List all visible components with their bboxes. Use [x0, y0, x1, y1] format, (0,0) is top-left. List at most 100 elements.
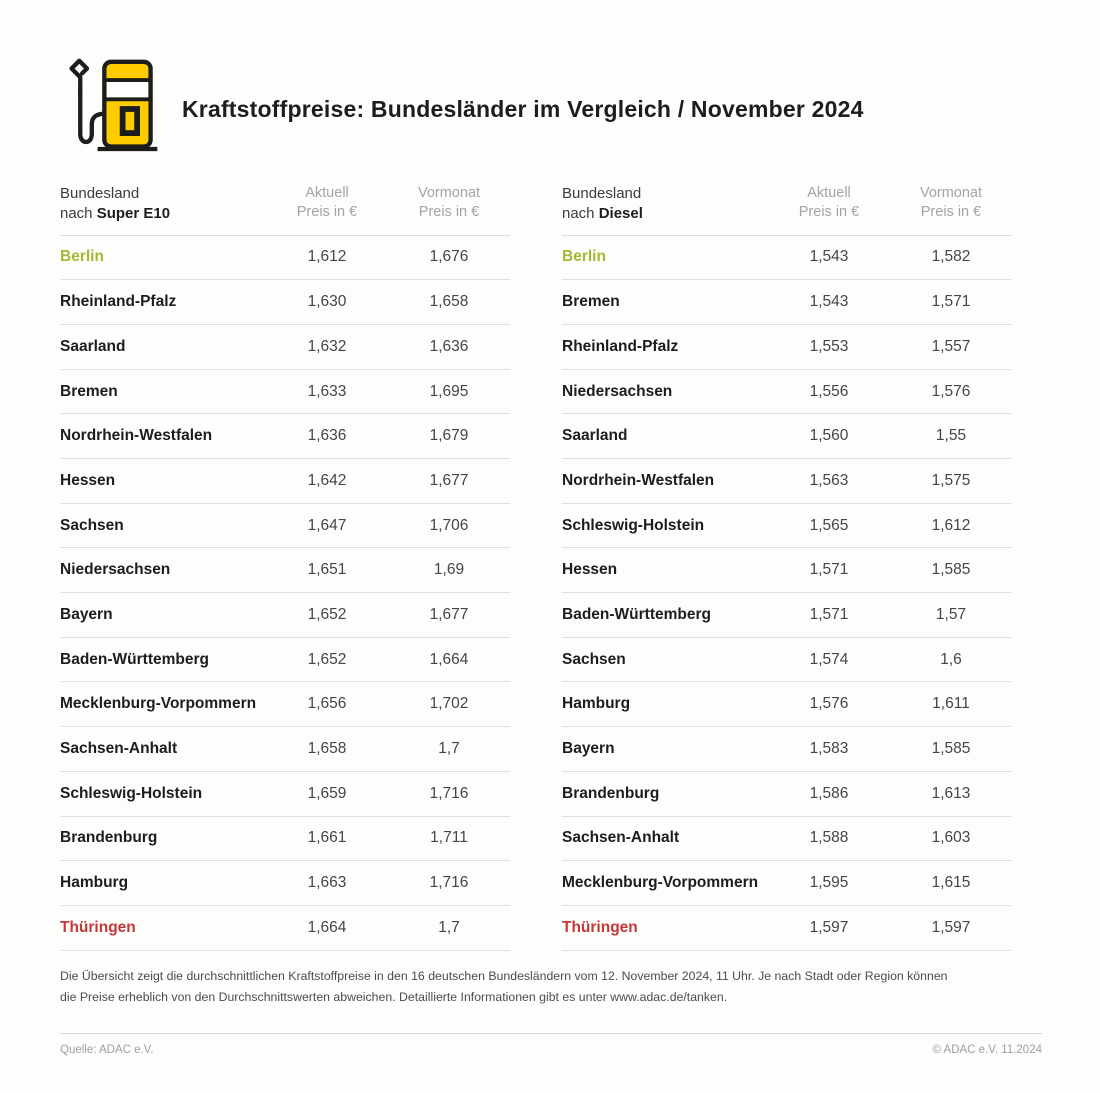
- state-name: Rheinland-Pfalz: [60, 293, 177, 311]
- state-name: Sachsen: [60, 516, 124, 534]
- state-name: Mecklenburg-Vorpommern: [60, 695, 257, 713]
- table-row: Hamburg 1,576 1,611: [562, 682, 1012, 728]
- state-name: Berlin: [562, 248, 606, 266]
- footnote-text: Die Übersicht zeigt die durchschnittlich…: [60, 968, 948, 1004]
- table-row: Niedersachsen 1,556 1,576: [562, 370, 1012, 415]
- state-name: Hessen: [60, 471, 116, 489]
- state-name: Hamburg: [60, 874, 129, 892]
- table-row: Bremen 1,543 1,571: [562, 280, 1012, 325]
- price-current: 1,647: [307, 516, 347, 534]
- price-previous: 1,636: [429, 337, 469, 355]
- price-previous: 1,55: [935, 427, 967, 445]
- price-current: 1,556: [809, 382, 849, 400]
- price-current: 1,560: [809, 427, 849, 445]
- fuel-type-label: Super E10: [96, 204, 171, 222]
- fuel-type-label: Diesel: [598, 204, 643, 222]
- price-previous: 1,664: [429, 650, 469, 668]
- price-current: 1,636: [307, 427, 347, 445]
- state-name: Thüringen: [60, 918, 136, 936]
- price-previous: 1,603: [931, 829, 971, 847]
- table-row: Nordrhein-Westfalen 1,563 1,575: [562, 459, 1012, 504]
- state-name: Bremen: [60, 382, 118, 400]
- state-name: Baden-Württemberg: [562, 605, 711, 623]
- price-current: 1,652: [307, 605, 347, 623]
- table-row: Schleswig-Holstein 1,659 1,716: [60, 772, 510, 817]
- price-current: 1,664: [307, 918, 347, 936]
- price-previous: 1,613: [931, 784, 971, 802]
- price-previous: 1,716: [429, 784, 469, 802]
- state-name: Sachsen-Anhalt: [60, 740, 178, 757]
- table-row: Hessen 1,642 1,677: [60, 459, 510, 504]
- price-current: 1,632: [307, 337, 347, 355]
- state-name: Bayern: [562, 740, 615, 757]
- price-previous: 1,679: [429, 427, 469, 445]
- price-previous: 1,711: [430, 829, 468, 847]
- table-row: Saarland 1,560 1,55: [562, 414, 1012, 460]
- price-previous: 1,695: [429, 382, 469, 400]
- table-row: Baden-Württemberg 1,571 1,57: [562, 593, 1012, 638]
- price-previous: 1,582: [931, 248, 971, 266]
- column-header-vormonat: Vormonat Preis in €: [417, 185, 481, 221]
- table-row: Bremen 1,633 1,695: [60, 370, 510, 415]
- price-current: 1,588: [809, 829, 849, 847]
- price-previous: 1,716: [429, 874, 469, 892]
- table-row: Niedersachsen 1,651 1,69: [60, 548, 510, 594]
- price-current: 1,595: [809, 874, 849, 892]
- price-previous: 1,611: [932, 695, 970, 713]
- price-current: 1,586: [809, 784, 849, 802]
- column-header-aktuell: Aktuell Preis in €: [798, 185, 860, 221]
- price-current: 1,553: [809, 337, 849, 355]
- state-name: Baden-Württemberg: [60, 650, 209, 668]
- table-row: Hamburg 1,663 1,716: [60, 861, 510, 906]
- price-previous: 1,585: [931, 561, 971, 579]
- table-row: Bayern 1,583 1,585: [562, 727, 1012, 772]
- infographic: Kraftstoffpreise: Bundesländer im Vergle…: [60, 56, 1042, 1056]
- state-name: Sachsen: [562, 650, 626, 668]
- column-header-bundesland: Bundesland nach Diesel: [562, 185, 643, 222]
- price-previous: 1,576: [931, 382, 971, 400]
- table-row: Berlin 1,612 1,676: [60, 236, 510, 281]
- table-row: Mecklenburg-Vorpommern 1,595 1,615: [562, 861, 1012, 906]
- price-previous: 1,615: [931, 874, 971, 892]
- table-body: Berlin 1,543 1,582 Bremen 1,543 1,571 Rh…: [562, 236, 1012, 951]
- table-row: Brandenburg 1,586 1,613: [562, 772, 1012, 817]
- state-name: Saarland: [562, 427, 628, 445]
- table-row: Sachsen-Anhalt 1,588 1,603: [562, 817, 1012, 862]
- price-previous: 1,677: [429, 605, 469, 623]
- table-row: Bayern 1,652 1,677: [60, 593, 510, 638]
- header: Kraftstoffpreise: Bundesländer im Vergle…: [60, 56, 1042, 162]
- price-current: 1,565: [809, 516, 849, 534]
- price-current: 1,563: [809, 471, 849, 489]
- state-name: Nordrhein-Westfalen: [60, 427, 213, 445]
- price-current: 1,576: [809, 695, 849, 713]
- price-current: 1,571: [809, 561, 849, 579]
- state-name: Schleswig-Holstein: [562, 516, 705, 534]
- price-previous: 1,706: [429, 516, 469, 534]
- price-current: 1,543: [809, 248, 849, 266]
- price-current: 1,658: [307, 740, 347, 757]
- price-previous: 1,557: [931, 337, 971, 355]
- table-row: Rheinland-Pfalz 1,553 1,557: [562, 325, 1012, 370]
- state-name: Bayern: [60, 605, 113, 623]
- price-previous: 1,57: [935, 605, 967, 623]
- state-name: Niedersachsen: [562, 382, 673, 400]
- price-current: 1,642: [307, 471, 347, 489]
- table-row: Schleswig-Holstein 1,565 1,612: [562, 504, 1012, 549]
- state-name: Thüringen: [562, 918, 638, 936]
- price-current: 1,630: [307, 293, 347, 311]
- state-name: Brandenburg: [60, 829, 158, 847]
- price-current: 1,661: [307, 829, 347, 847]
- price-current: 1,656: [307, 695, 347, 713]
- price-current: 1,612: [307, 248, 347, 266]
- table-header: Bundesland nach Super E10 Aktuell Preis …: [60, 184, 510, 236]
- state-name: Hessen: [562, 561, 618, 579]
- table-header: Bundesland nach Diesel Aktuell Preis in …: [562, 184, 1012, 236]
- price-current: 1,571: [809, 605, 849, 623]
- price-previous: 1,658: [429, 293, 469, 311]
- table-row: Mecklenburg-Vorpommern 1,656 1,702: [60, 682, 510, 728]
- state-name: Rheinland-Pfalz: [562, 337, 679, 355]
- state-name: Mecklenburg-Vorpommern: [562, 874, 759, 892]
- state-name: Saarland: [60, 337, 126, 355]
- price-current: 1,583: [809, 740, 849, 757]
- source-label: Quelle: ADAC e.V.: [60, 1043, 154, 1056]
